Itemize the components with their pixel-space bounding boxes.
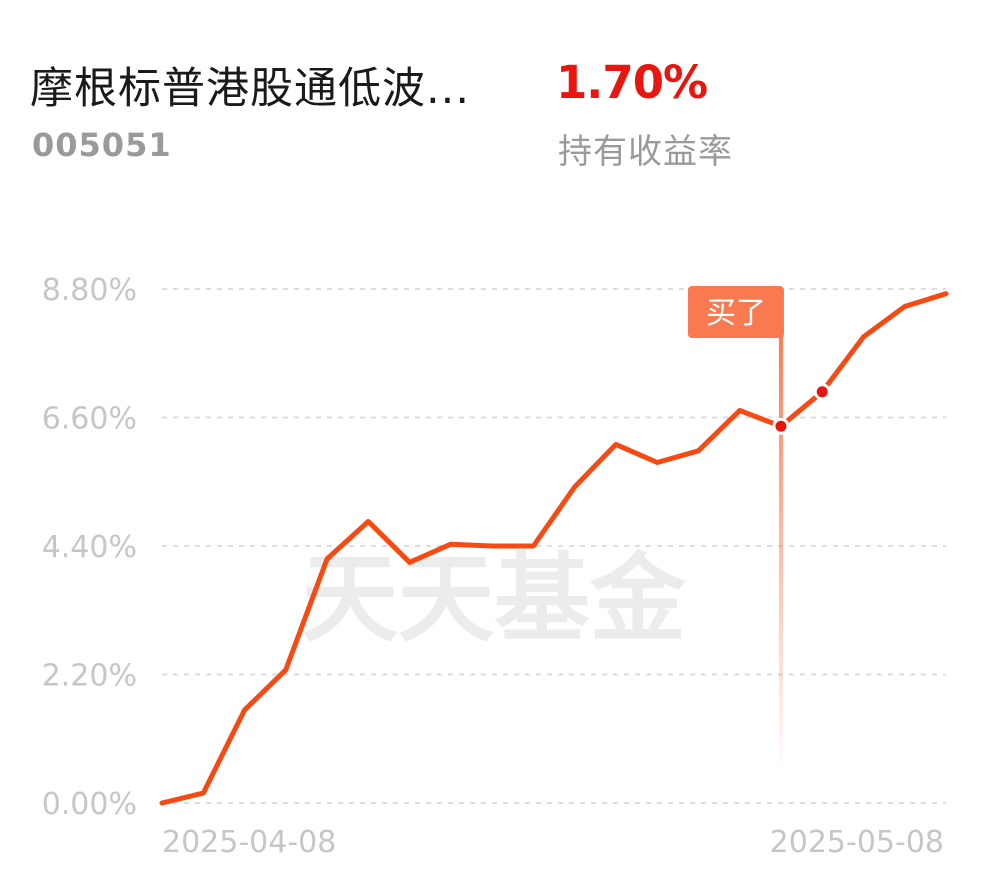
fund-name: 摩根标普港股通低波... [30, 64, 471, 114]
grid-lines [162, 288, 946, 804]
y-tick-label: 6.60% [42, 402, 137, 437]
data-point [813, 383, 831, 401]
return-series-line [159, 291, 949, 806]
y-tick-label: 0.00% [42, 787, 137, 822]
holding-return-label: 持有收益率 [558, 132, 733, 172]
holding-return-value: 1.70% [556, 56, 708, 109]
data-point [772, 417, 790, 435]
highlight-points [772, 383, 831, 435]
y-axis-ticks: 0.00% 2.20% 4.40% 6.60% 8.80% [42, 273, 137, 822]
y-tick-label: 2.20% [42, 659, 137, 694]
x-axis-ticks: 2025-04-08 2025-05-08 [162, 825, 944, 860]
series-layer [159, 291, 949, 806]
watermark: 天天基金 [302, 543, 687, 655]
buy-marker[interactable]: 买了 [687, 286, 784, 773]
buy-marker-line [778, 322, 783, 773]
y-tick-label: 4.40% [42, 530, 137, 565]
fund-code: 005051 [32, 126, 172, 164]
buy-marker-badge[interactable] [687, 286, 784, 338]
x-tick-label: 2025-04-08 [162, 825, 336, 860]
buy-marker-label: 买了 [706, 296, 766, 331]
y-tick-label: 8.80% [42, 273, 137, 308]
x-tick-label: 2025-05-08 [770, 825, 944, 860]
